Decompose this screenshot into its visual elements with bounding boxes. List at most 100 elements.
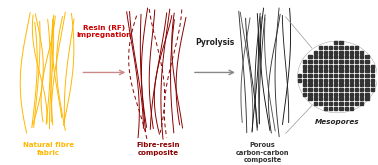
Bar <box>334 41 338 44</box>
Bar <box>370 69 374 72</box>
Bar <box>360 69 363 72</box>
Bar <box>308 83 311 86</box>
Bar <box>334 55 338 58</box>
Bar <box>334 93 338 96</box>
Bar <box>339 83 342 86</box>
Bar <box>345 46 348 49</box>
Bar <box>319 74 322 77</box>
Bar <box>313 69 317 72</box>
Bar <box>360 83 363 86</box>
Bar <box>313 93 317 96</box>
Bar <box>334 102 338 105</box>
Bar <box>324 88 327 91</box>
Bar <box>313 79 317 82</box>
Bar <box>324 102 327 105</box>
Bar <box>366 60 369 63</box>
Bar <box>355 55 358 58</box>
Polygon shape <box>297 41 377 113</box>
Bar <box>355 102 358 105</box>
Bar <box>350 97 353 100</box>
Bar <box>339 102 342 105</box>
Bar <box>350 79 353 82</box>
Bar <box>350 74 353 77</box>
Bar <box>329 107 332 110</box>
Bar <box>334 83 338 86</box>
Bar <box>350 93 353 96</box>
Bar <box>319 79 322 82</box>
Bar <box>339 51 342 54</box>
Bar <box>339 97 342 100</box>
Bar <box>324 51 327 54</box>
Bar <box>334 69 338 72</box>
Bar <box>355 69 358 72</box>
Bar <box>303 69 306 72</box>
Bar <box>313 102 317 105</box>
Bar <box>334 88 338 91</box>
Bar <box>329 60 332 63</box>
Bar <box>303 60 306 63</box>
Bar <box>334 97 338 100</box>
Bar <box>339 69 342 72</box>
Bar <box>339 60 342 63</box>
Bar <box>370 65 374 68</box>
Bar <box>370 83 374 86</box>
Bar <box>350 102 353 105</box>
Bar <box>319 60 322 63</box>
Bar <box>324 74 327 77</box>
Bar <box>350 69 353 72</box>
Bar <box>370 88 374 91</box>
Bar <box>313 60 317 63</box>
Bar <box>355 74 358 77</box>
Bar <box>319 83 322 86</box>
Bar <box>370 79 374 82</box>
Bar <box>339 107 342 110</box>
Bar <box>355 83 358 86</box>
Bar <box>339 79 342 82</box>
Text: Pyrolysis: Pyrolysis <box>195 38 234 47</box>
Bar <box>366 79 369 82</box>
Bar <box>329 88 332 91</box>
Bar <box>345 60 348 63</box>
Bar <box>308 97 311 100</box>
Bar <box>366 74 369 77</box>
Bar <box>329 46 332 49</box>
Bar <box>345 102 348 105</box>
Bar <box>345 83 348 86</box>
Bar <box>345 69 348 72</box>
Bar <box>366 83 369 86</box>
Bar <box>360 65 363 68</box>
Bar <box>360 97 363 100</box>
Bar <box>334 107 338 110</box>
Bar <box>345 107 348 110</box>
Bar <box>355 46 358 49</box>
Bar <box>308 55 311 58</box>
Bar <box>324 107 327 110</box>
Bar <box>319 55 322 58</box>
Bar <box>350 46 353 49</box>
Bar <box>329 93 332 96</box>
Bar <box>339 65 342 68</box>
Bar <box>360 79 363 82</box>
Bar <box>334 65 338 68</box>
Bar <box>324 79 327 82</box>
Bar <box>324 65 327 68</box>
Bar <box>345 55 348 58</box>
Bar <box>303 79 306 82</box>
Bar <box>350 88 353 91</box>
Bar <box>329 55 332 58</box>
Bar <box>366 69 369 72</box>
Bar <box>329 65 332 68</box>
Bar <box>360 93 363 96</box>
Bar <box>324 93 327 96</box>
Bar <box>308 65 311 68</box>
Text: Resin (RF)
impregnation: Resin (RF) impregnation <box>77 25 132 38</box>
Bar <box>308 74 311 77</box>
Bar <box>308 69 311 72</box>
Bar <box>319 69 322 72</box>
Bar <box>329 74 332 77</box>
Bar <box>345 65 348 68</box>
Bar <box>355 93 358 96</box>
Bar <box>313 55 317 58</box>
Bar <box>360 60 363 63</box>
Bar <box>339 93 342 96</box>
